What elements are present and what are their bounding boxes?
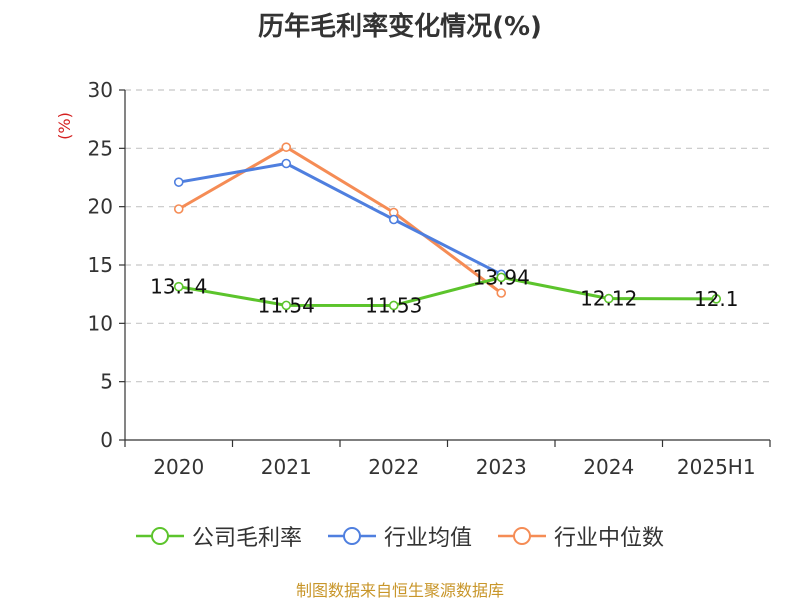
y-tick-label: 10 [88, 311, 113, 335]
legend-item[interactable]: 行业中位数 [498, 520, 664, 552]
data-point [711, 294, 722, 304]
series-line [178, 162, 502, 276]
x-tick-label: 2020 [153, 455, 204, 479]
y-tick-label: 0 [100, 428, 113, 452]
y-tick-label: 25 [88, 136, 113, 160]
x-tick-label: 2023 [476, 455, 527, 479]
y-tick-label: 15 [88, 253, 113, 277]
x-tick-label: 2021 [261, 455, 312, 479]
data-point [173, 281, 184, 292]
data-point [173, 177, 184, 187]
legend: 公司毛利率 行业均值 行业中位数 [0, 518, 800, 554]
series-industry-median [173, 142, 507, 298]
series-industry-mean [173, 158, 507, 280]
series-company-gross-margin [173, 272, 722, 311]
grid-lines [125, 89, 770, 383]
data-point [281, 300, 292, 311]
series-lines [173, 142, 722, 311]
legend-swatch-icon [135, 527, 184, 545]
legend-item[interactable]: 行业均值 [327, 520, 472, 552]
data-point [388, 300, 399, 311]
data-point [496, 288, 507, 298]
legend-label: 行业均值 [383, 526, 472, 551]
y-axis-unit-label: (%) [55, 112, 74, 140]
data-point [496, 272, 507, 283]
source-footer: 制图数据来自恒生聚源数据库 [295, 581, 504, 600]
data-label: 12.12 [580, 287, 637, 311]
legend-item[interactable]: 公司毛利率 [135, 520, 302, 552]
y-tick-label: 20 [88, 195, 113, 219]
data-labels: 13.14 11.54 11.53 13.94 12.12 12.1 [150, 265, 738, 317]
legend-swatch-icon [498, 527, 546, 545]
x-tick-label: 2024 [583, 455, 634, 479]
data-label: 11.53 [365, 293, 422, 317]
legend-label: 公司毛利率 [191, 526, 302, 551]
y-tick-label: 30 [88, 78, 113, 102]
data-label: 12.1 [694, 287, 739, 311]
legend-label: 行业中位数 [554, 526, 665, 551]
x-tick-label: 2022 [368, 455, 419, 479]
chart-title: 历年毛利率变化情况(%) [258, 12, 542, 42]
axes: 0 5 10 15 20 25 30 2020 2021 2022 2023 2024 2025H1 [88, 78, 771, 479]
series-line [178, 275, 717, 307]
data-point [281, 158, 292, 169]
data-point [388, 214, 399, 225]
legend-swatch-icon [327, 527, 376, 545]
y-tick-label: 5 [100, 370, 113, 394]
data-point [603, 293, 614, 304]
series-line [178, 145, 503, 295]
data-point [281, 142, 292, 152]
data-label: 13.94 [473, 265, 530, 289]
x-tick-label: 2025H1 [677, 455, 756, 479]
data-label: 13.14 [150, 275, 207, 299]
data-label: 11.54 [258, 293, 315, 317]
data-point [173, 204, 184, 214]
